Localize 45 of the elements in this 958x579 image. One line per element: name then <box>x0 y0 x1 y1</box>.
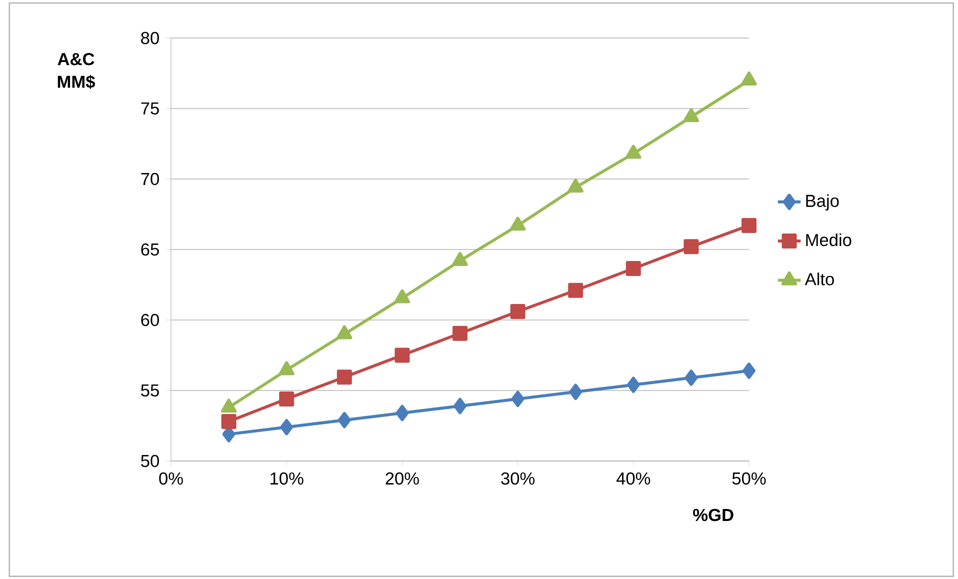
point <box>568 178 584 193</box>
point <box>394 289 410 304</box>
y-tick-label: 80 <box>141 32 159 44</box>
point <box>336 370 352 385</box>
x-tick-label: 40% <box>616 472 650 485</box>
y-tick-label: 70 <box>141 172 159 186</box>
point <box>510 216 526 231</box>
point <box>452 252 468 266</box>
x-tick-label: 0% <box>159 472 183 485</box>
point <box>279 391 294 406</box>
point <box>626 261 641 276</box>
point <box>336 325 352 340</box>
legend-label: Medio <box>806 233 852 246</box>
point <box>452 326 468 341</box>
x-tick-label: 50% <box>732 472 766 485</box>
x-tick-label: 30% <box>501 472 535 485</box>
point <box>396 404 409 422</box>
point <box>338 412 351 428</box>
y-tick-label: 55 <box>141 384 159 397</box>
point <box>394 348 410 363</box>
x-axis-title: %GD <box>693 508 734 522</box>
x-tick-label: 10% <box>270 472 304 485</box>
point <box>626 144 642 159</box>
legend-label: Bajo <box>806 194 839 210</box>
point <box>741 218 756 234</box>
point <box>683 108 700 122</box>
point <box>626 376 640 394</box>
y-tick-label: 75 <box>141 102 159 115</box>
point <box>510 304 526 320</box>
point <box>454 398 466 414</box>
point <box>280 418 294 436</box>
legend-label: Alto <box>804 272 834 286</box>
point <box>684 239 699 254</box>
point <box>511 390 524 408</box>
point <box>569 384 582 400</box>
point <box>684 370 698 386</box>
point <box>568 282 584 298</box>
point <box>221 414 236 430</box>
y-tick-label: 60 <box>141 314 159 326</box>
y-tick-label: 50 <box>141 454 159 468</box>
point <box>741 71 757 86</box>
y-axis-title: A&C MM$ <box>58 52 96 90</box>
y-tick-label: 65 <box>141 243 159 256</box>
x-tick-label: 20% <box>386 472 419 485</box>
point <box>742 362 756 379</box>
